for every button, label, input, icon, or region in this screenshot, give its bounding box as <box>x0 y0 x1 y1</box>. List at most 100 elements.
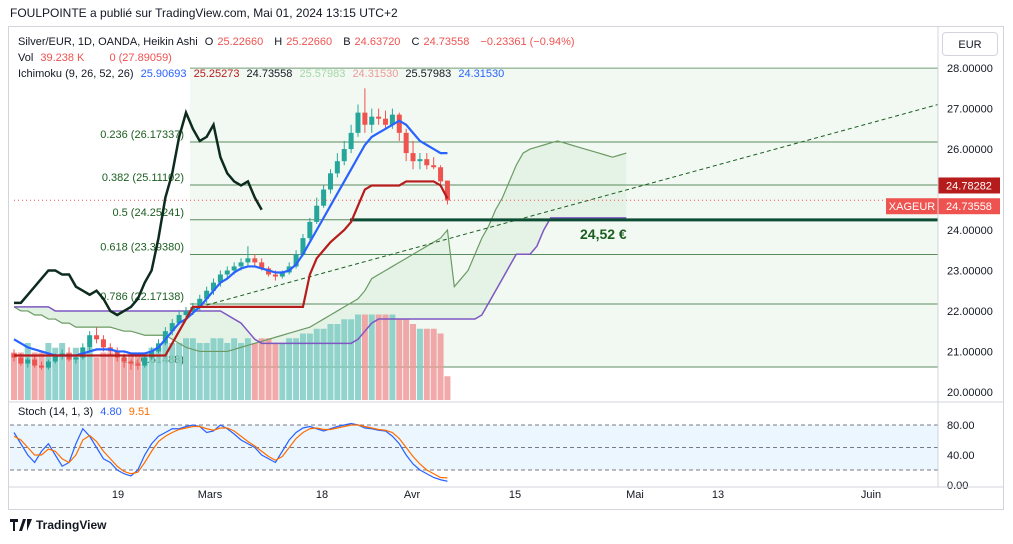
price-pane: 0.236 (26.17337) 0.382 (25.11102) 0.5 (24.… <box>11 67 939 400</box>
volume-bar <box>59 343 66 400</box>
candle-body <box>362 112 368 125</box>
candle-body <box>300 238 306 255</box>
stoch-d-value: 9.51 <box>128 406 151 418</box>
volume-bar <box>341 319 348 400</box>
volume-bar <box>11 352 17 400</box>
volume-bar <box>265 338 272 400</box>
candle-body <box>73 357 79 360</box>
candle-body <box>355 112 361 133</box>
candle-body <box>431 165 437 168</box>
stoch-label: Stoch (14, 1, 3) <box>18 406 94 418</box>
candle-body <box>389 114 395 125</box>
price-axis-tick: 27.00000 <box>947 104 993 116</box>
last-price-tag-bg <box>938 198 1000 215</box>
axes: 28.0000027.0000026.0000025.0000024.00000… <box>9 27 1003 501</box>
volume-bar <box>183 338 189 400</box>
fib-level-label: 0.5 (24.25241) <box>112 207 184 219</box>
stoch-k-value: 4.80 <box>100 406 122 418</box>
time-axis-tick: Avr <box>404 489 421 501</box>
volume-bar <box>134 352 141 400</box>
last-price-tag: 24.73558 <box>946 201 992 213</box>
price-axis-tick: 21.00000 <box>947 346 993 358</box>
volume-bar <box>410 324 417 400</box>
volume-value: 39.238 K <box>40 52 85 64</box>
ichimoku-value-2: 25.25273 <box>193 68 240 80</box>
ichimoku-value-3: 24.73558 <box>246 68 293 80</box>
volume-bar <box>320 328 327 400</box>
candle-body <box>142 357 148 366</box>
senkou-span-a <box>13 140 627 353</box>
price-axis-tick: 24.00000 <box>947 225 993 237</box>
candle-body <box>87 335 93 348</box>
kijun-price-tag: 24.78282 <box>946 180 992 192</box>
price-axis-tick: 22.00000 <box>947 306 993 318</box>
close-number: 24.73558 <box>423 36 470 48</box>
stoch-pane <box>10 422 938 482</box>
ichimoku-label: Ichimoku (9, 26, 52, 26) <box>18 68 134 80</box>
open-value: O 25.22660 <box>205 36 267 48</box>
chart-frame <box>8 26 1004 510</box>
volume-bar <box>430 328 437 400</box>
senkou-span-b <box>14 217 627 345</box>
candle-body <box>245 258 251 263</box>
candle-body <box>314 205 320 222</box>
ichimoku-value-5: 24.31530 <box>352 68 399 80</box>
volume-bar <box>141 352 148 400</box>
candle-body <box>327 173 333 190</box>
candle-body <box>238 262 244 267</box>
candle-body <box>396 114 402 133</box>
low-value: B 24.63720 <box>343 36 404 48</box>
volume-bar <box>286 338 293 400</box>
volume-bar <box>17 352 24 400</box>
candle-body <box>369 116 375 125</box>
stoch-axis-tick: 80.00 <box>947 420 975 432</box>
candle-body <box>197 298 203 307</box>
volume-bar <box>244 338 251 400</box>
volume-bar <box>45 343 52 400</box>
stoch-legend: Stoch (14, 1, 3) 4.80 9.51 <box>18 406 154 418</box>
time-axis-tick: 15 <box>509 489 521 501</box>
currency-button[interactable]: EUR <box>942 32 998 56</box>
time-axis-tick: 13 <box>712 489 724 501</box>
candle-body <box>121 357 127 362</box>
volume-bar <box>299 333 306 400</box>
tradingview-footer[interactable]: TradingView <box>10 518 106 532</box>
chikou-span <box>14 108 263 317</box>
candle-body <box>417 159 423 162</box>
time-axis-tick: Mars <box>198 489 223 501</box>
volume-bar <box>231 338 238 400</box>
price-axis-tick: 23.00000 <box>947 265 993 277</box>
candle-body <box>25 359 31 364</box>
volume-bar <box>327 324 334 400</box>
candle-body <box>32 359 38 366</box>
volume-bar <box>52 347 59 400</box>
volume-bar <box>203 343 210 400</box>
symbol-legend: Silver/EUR, 1D, OANDA, Heikin Ashi O 25.2… <box>18 36 579 48</box>
volume-bar <box>162 343 169 400</box>
candle-body <box>231 266 237 271</box>
candle-body <box>321 189 327 206</box>
volume-bar <box>176 343 183 400</box>
volume-bar <box>155 347 162 400</box>
volume-bar <box>251 343 258 400</box>
kijun-price-tag-bg <box>938 177 1000 194</box>
low-label: B <box>343 36 351 48</box>
volume-bar <box>437 333 444 400</box>
volume-bar <box>389 314 396 400</box>
open-number: 25.22660 <box>217 36 264 48</box>
time-axis-tick: 18 <box>316 489 328 501</box>
candle-body <box>18 357 24 364</box>
volume-bar <box>313 328 320 400</box>
volume-bar <box>86 347 93 400</box>
volume-bar <box>375 314 382 400</box>
volume-bar <box>258 338 265 400</box>
high-label: H <box>274 36 283 48</box>
candle-body <box>183 310 189 315</box>
candle-body <box>334 161 340 174</box>
high-number: 25.22660 <box>286 36 333 48</box>
candle-body <box>162 331 168 344</box>
stoch-axis-tick: 40.00 <box>947 450 975 462</box>
candle-body <box>176 315 182 324</box>
candle-body <box>211 282 217 291</box>
